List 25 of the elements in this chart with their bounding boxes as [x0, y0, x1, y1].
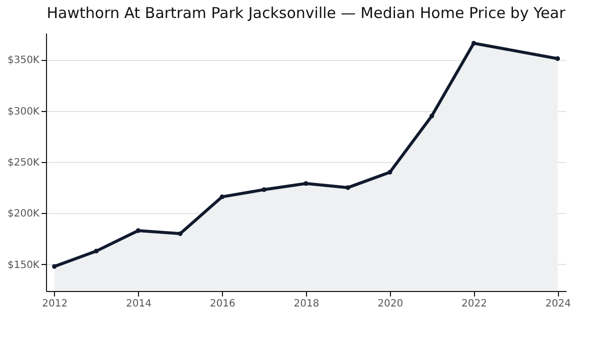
x-tick-label: 2022: [462, 298, 487, 310]
point: [178, 231, 183, 236]
x-tick-label: 2016: [210, 298, 236, 310]
x-tick-label: 2012: [42, 298, 68, 310]
point: [94, 248, 99, 254]
x-tick-label: 2018: [294, 298, 320, 310]
y-tick-label: $150K: [7, 260, 40, 271]
x-tick-label: 2020: [378, 298, 404, 310]
point: [471, 40, 476, 46]
point: [388, 170, 392, 175]
point: [136, 228, 141, 233]
point: [52, 264, 57, 269]
x-tick-label: 2024: [545, 298, 571, 310]
point: [555, 56, 560, 61]
point: [304, 181, 308, 186]
y-tick-label: $350K: [7, 55, 40, 66]
y-tick-label: $200K: [7, 208, 40, 220]
point: [429, 114, 434, 118]
chart-title: Hawthorn At Bartram Park Jacksonville — Median Home Price by Year: [46, 4, 566, 22]
point: [262, 187, 266, 192]
point: [220, 194, 224, 200]
point: [346, 185, 350, 190]
y-tick-label: $250K: [7, 158, 40, 168]
y-tick-label: $300K: [7, 106, 40, 118]
x-tick-label: 2014: [126, 298, 152, 310]
